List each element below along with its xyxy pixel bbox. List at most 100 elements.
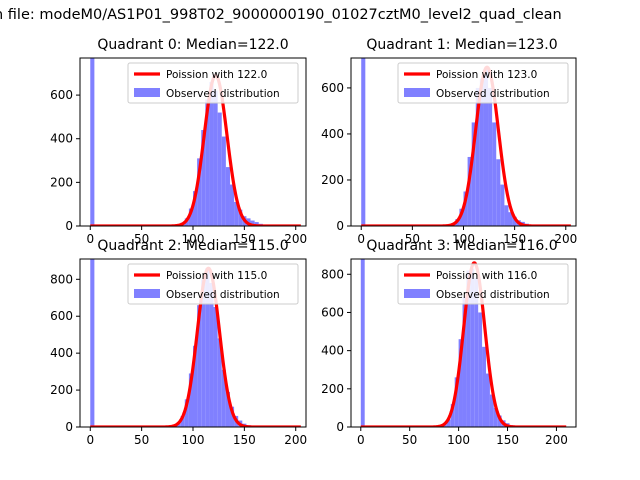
legend-label: Observed distribution [436,88,550,100]
histogram-bar [209,283,214,427]
legend-label: Observed distribution [166,289,280,301]
legend-bar-swatch [404,289,430,298]
y-tick-label: 200 [321,173,344,187]
histogram-bar [205,99,210,226]
histogram-bar [234,202,239,226]
histogram-bar [229,184,235,226]
histogram-bar [470,268,475,427]
histogram-bar [197,305,202,427]
histogram-bar [482,346,486,427]
legend-bar-swatch [134,88,160,97]
x-tick-label: 200 [284,433,307,447]
legend: Poission with 115.0 Observed distribution [127,263,299,305]
axes-frame [350,258,577,428]
histogram-bar [466,270,471,427]
x-tick-label: 100 [447,433,470,447]
legend-box [127,263,299,305]
legend-bar-swatch [404,88,430,97]
histogram-bar [489,394,494,427]
poisson-fit-line [89,266,302,427]
histogram-bar [450,404,455,427]
legend-label: Poission with 116.0 [436,270,537,282]
histogram-bar [254,222,259,226]
legend-label: Poission with 122.0 [166,69,267,81]
poisson-fit-line [359,261,568,427]
y-tick-label: 0 [65,420,73,434]
histogram-bar [483,69,489,226]
histogram-bar [500,184,505,226]
subplot-quadrant-1: 0 50 100 150 200 0 200 400 600 Poission with 123.… [321,37,577,246]
y-tick-label: 200 [50,383,73,397]
y-tick-label: 600 [321,81,344,95]
x-tick-label: 150 [233,232,256,246]
plot-area [359,259,568,427]
histogram-bar [467,156,472,226]
legend-label: Observed distribution [436,289,550,301]
histogram-bar [512,216,517,226]
histogram-bar [508,212,513,226]
histogram-bar [458,339,463,427]
histogram-bar [446,419,451,427]
histogram-bar [454,377,459,427]
histogram-bar [474,278,479,427]
legend: Poission with 123.0 Observed distribution [397,62,569,104]
histogram-bar [225,391,230,427]
histogram-bar [221,369,226,427]
histogram-bar [193,345,198,427]
x-tick-label: 0 [357,433,365,447]
legend-box [397,263,569,305]
histogram-bar [217,112,222,226]
x-tick-label: 200 [554,232,577,246]
x-tick-label: 200 [545,433,568,447]
x-tick-label: 50 [402,433,417,447]
legend-label: Observed distribution [166,88,280,100]
subplot-title: Quadrant 2: Median=115.0 [97,238,288,254]
y-tick-label: 600 [50,309,73,323]
histogram-bar [213,90,218,226]
histogram-bar [238,209,243,226]
histogram-bar [197,158,202,226]
subplot-title: Quadrant 3: Median=116.0 [366,238,557,254]
subplot-quadrant-3: 0 50 100 150 200 0 200 400 600 800 Poission with 1… [321,238,577,447]
x-tick-label: 200 [284,232,307,246]
histogram-bar [250,220,255,226]
x-tick-label: 100 [182,232,205,246]
histogram-bar [201,130,206,226]
subplot-quadrant-0: 0 50 100 150 200 0 200 400 600 Poission with 122.… [50,37,307,246]
histogram-bar [479,78,484,226]
y-tick-label: 600 [321,305,344,319]
histogram-bar [176,423,181,427]
y-tick-label: 0 [65,219,73,233]
y-tick-label: 0 [336,420,344,434]
x-tick-label: 50 [405,232,420,246]
x-tick-label: 150 [503,232,526,246]
histogram-bar [360,259,365,427]
histogram-bar [90,58,95,226]
histogram-bar [188,373,193,427]
legend-bar-swatch [134,289,160,298]
legend: Poission with 116.0 Observed distribution [397,263,569,305]
histogram-bar [488,87,493,226]
histogram-bar [492,122,497,226]
x-tick-label: 0 [357,232,365,246]
subplot-title: Quadrant 1: Median=123.0 [366,37,557,53]
histogram-bar [201,279,206,427]
histogram-bar [504,205,509,226]
histogram-bar [463,191,468,226]
histogram-bar [90,259,95,427]
histogram-bar [193,191,198,226]
histogram-bar [459,208,464,226]
y-tick-label: 800 [321,267,344,281]
histogram-bar [471,122,476,226]
x-tick-label: 150 [496,433,519,447]
histogram-bar [213,307,218,427]
histogram-bar [496,159,501,226]
histogram-bar [475,87,480,226]
x-tick-label: 150 [233,433,256,447]
y-tick-label: 200 [50,175,73,189]
plot-area [89,259,302,427]
x-tick-label: 100 [452,232,475,246]
histogram-bar [361,58,366,226]
y-tick-label: 0 [336,219,344,233]
histogram-bar [229,406,235,427]
